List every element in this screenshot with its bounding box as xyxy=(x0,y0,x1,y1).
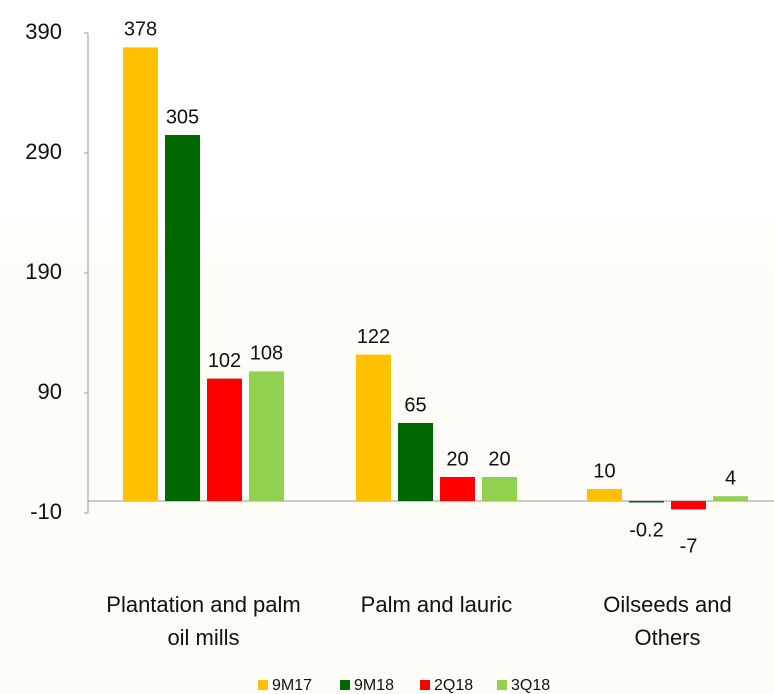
bar xyxy=(671,501,706,510)
bar xyxy=(165,135,200,501)
bar xyxy=(629,501,664,503)
bar xyxy=(249,371,284,501)
bar xyxy=(440,477,475,501)
value-label: 122 xyxy=(357,326,390,348)
value-label: 20 xyxy=(446,448,468,470)
bar xyxy=(398,423,433,501)
y-tick-label: -10 xyxy=(30,499,62,524)
y-tick-label: 90 xyxy=(38,379,62,404)
legend-label: 9M17 xyxy=(272,677,312,694)
x-tick-label: Palm and lauric xyxy=(360,592,513,617)
value-label: 65 xyxy=(404,394,426,416)
y-tick-label: 290 xyxy=(25,139,62,164)
legend-label: 2Q18 xyxy=(434,677,473,694)
legend-swatch xyxy=(258,680,268,690)
value-label: 20 xyxy=(488,448,510,470)
bar xyxy=(713,496,748,501)
bar xyxy=(356,354,391,501)
value-label: -7 xyxy=(680,536,698,558)
legend-label: 3Q18 xyxy=(511,677,550,694)
value-label: 4 xyxy=(725,467,736,489)
legend-label: 9M18 xyxy=(354,677,394,694)
legend-swatch xyxy=(497,680,507,690)
legend-swatch xyxy=(420,680,430,690)
value-label: -0.2 xyxy=(629,520,663,542)
bar xyxy=(587,489,622,501)
y-tick-label: 190 xyxy=(25,259,62,284)
x-tick-label: Plantation and palm oil mills xyxy=(106,592,301,650)
x-tick-label: Oilseeds and Others xyxy=(603,592,732,650)
legend-swatch xyxy=(340,680,350,690)
bar xyxy=(207,378,242,501)
value-label: 305 xyxy=(166,106,199,128)
value-label: 102 xyxy=(208,350,241,372)
bar xyxy=(123,47,158,502)
y-tick-label: 390 xyxy=(25,19,62,44)
value-label: 10 xyxy=(593,460,615,482)
bar xyxy=(482,477,517,501)
value-label: 378 xyxy=(124,19,157,41)
value-label: 108 xyxy=(250,343,283,365)
